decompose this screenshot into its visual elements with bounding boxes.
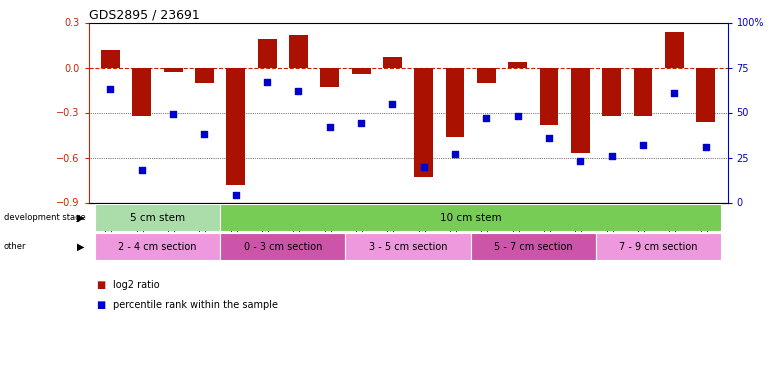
Text: ▶: ▶ [77, 242, 85, 252]
Bar [101, 50, 120, 68]
Point [167, 111, 179, 117]
Text: percentile rank within the sample: percentile rank within the sample [113, 300, 278, 310]
Text: log2 ratio: log2 ratio [113, 280, 160, 290]
Text: ▶: ▶ [77, 213, 85, 223]
Bar [477, 68, 496, 82]
Bar [132, 68, 151, 116]
Point [668, 90, 681, 96]
Bar [696, 68, 715, 122]
Bar [289, 34, 308, 68]
Bar [95, 204, 220, 231]
Text: 5 cm stem: 5 cm stem [130, 213, 185, 223]
Point [449, 151, 461, 157]
Point [700, 144, 712, 150]
Text: 10 cm stem: 10 cm stem [440, 213, 501, 223]
Point [323, 124, 336, 130]
Point [480, 115, 493, 121]
Bar [383, 57, 402, 68]
Bar [346, 233, 470, 260]
Bar [596, 233, 721, 260]
Text: 7 - 9 cm section: 7 - 9 cm section [620, 242, 698, 252]
Bar [195, 68, 214, 82]
Bar [220, 204, 721, 231]
Text: ■: ■ [96, 280, 105, 290]
Text: development stage: development stage [4, 213, 85, 222]
Text: 3 - 5 cm section: 3 - 5 cm section [369, 242, 447, 252]
Text: GDS2895 / 23691: GDS2895 / 23691 [89, 8, 199, 21]
Bar [352, 68, 370, 74]
Bar [320, 68, 339, 87]
Bar [258, 39, 276, 68]
Point [355, 120, 367, 126]
Text: 5 - 7 cm section: 5 - 7 cm section [494, 242, 573, 252]
Point [511, 113, 524, 119]
Text: 2 - 4 cm section: 2 - 4 cm section [119, 242, 196, 252]
Text: 0 - 3 cm section: 0 - 3 cm section [243, 242, 322, 252]
Point [104, 86, 116, 92]
Bar [508, 62, 527, 68]
Bar [220, 233, 346, 260]
Bar [634, 68, 652, 116]
Point [261, 79, 273, 85]
Bar [540, 68, 558, 124]
Point [543, 135, 555, 141]
Bar [226, 68, 245, 184]
Point [574, 158, 587, 164]
Bar [164, 68, 182, 72]
Text: other: other [4, 242, 26, 251]
Point [605, 153, 618, 159]
Point [229, 192, 242, 198]
Bar [470, 233, 596, 260]
Point [293, 88, 305, 94]
Point [417, 164, 430, 170]
Bar [95, 233, 220, 260]
Bar [414, 68, 434, 177]
Point [136, 167, 148, 173]
Bar [665, 32, 684, 68]
Text: ■: ■ [96, 300, 105, 310]
Bar [571, 68, 590, 153]
Bar [602, 68, 621, 116]
Point [199, 131, 211, 137]
Bar [446, 68, 464, 136]
Point [387, 100, 399, 106]
Point [637, 142, 649, 148]
